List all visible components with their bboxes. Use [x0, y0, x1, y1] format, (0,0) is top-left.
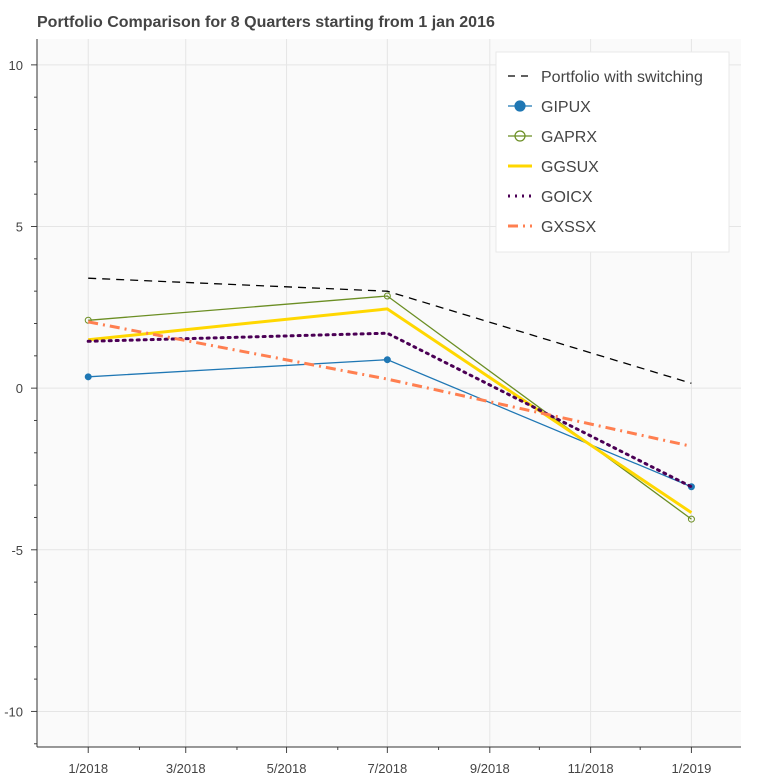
legend-label: GGSUX	[541, 159, 599, 176]
legend-item-gaprx: GAPRX	[508, 129, 597, 146]
series-portfolio-with-switching	[88, 277, 692, 384]
y-tick-label: 5	[16, 220, 23, 235]
series-line-ggsux	[88, 307, 693, 514]
x-tick-label: 1/2018	[68, 761, 108, 776]
legend-label: GOICX	[541, 189, 593, 206]
series-line-portfolio-with-switching	[88, 277, 692, 384]
legend-item-ggsux: GGSUX	[508, 159, 599, 176]
series-line-gxssx	[87, 320, 692, 448]
series-layer	[84, 277, 695, 523]
x-tick-label: 11/2018	[568, 761, 614, 776]
data-point-gaprx	[687, 515, 695, 523]
x-tick-label: 3/2018	[166, 761, 206, 776]
series-gxssx	[87, 320, 692, 448]
legend-marker	[514, 100, 526, 112]
chart-title: Portfolio Comparison for 8 Quarters star…	[37, 14, 495, 31]
legend-item-gipux: GIPUX	[508, 99, 591, 116]
data-point-gaprx	[383, 292, 391, 300]
legend-label: Portfolio with switching	[541, 69, 703, 86]
legend-label: GXSSX	[541, 219, 596, 236]
x-tick-label: 1/2019	[672, 761, 712, 776]
legend-item-gxssx: GXSSX	[508, 219, 596, 236]
series-ggsux	[88, 307, 693, 514]
legend: Portfolio with switching GIPUX GAPRX GGSUX G…	[495, 51, 730, 253]
legend-label: GAPRX	[541, 129, 597, 146]
legend-item-portfolio-with-switching: Portfolio with switching	[508, 69, 703, 86]
data-point-gipux	[84, 373, 92, 381]
x-tick-label: 9/2018	[470, 761, 510, 776]
series-line-goicx	[86, 331, 693, 489]
legend-item-goicx: GOICX	[508, 189, 593, 206]
x-tick-label: 5/2018	[267, 761, 307, 776]
grid	[37, 39, 741, 747]
y-tick-label: 10	[9, 58, 23, 73]
legend-marker	[514, 130, 526, 142]
axes: 1/2018 3/2018 5/2018 7/2018 9/2018 11/2018 1/2…	[4, 39, 741, 776]
x-tick-label: 7/2018	[367, 761, 407, 776]
series-goicx	[86, 331, 693, 489]
data-point-gipux	[383, 356, 391, 364]
legend-box	[495, 51, 730, 253]
y-tick-label: -5	[11, 543, 23, 558]
legend-label: GIPUX	[541, 99, 591, 116]
y-tick-label: -10	[4, 704, 23, 719]
y-tick-label: 0	[16, 381, 23, 396]
